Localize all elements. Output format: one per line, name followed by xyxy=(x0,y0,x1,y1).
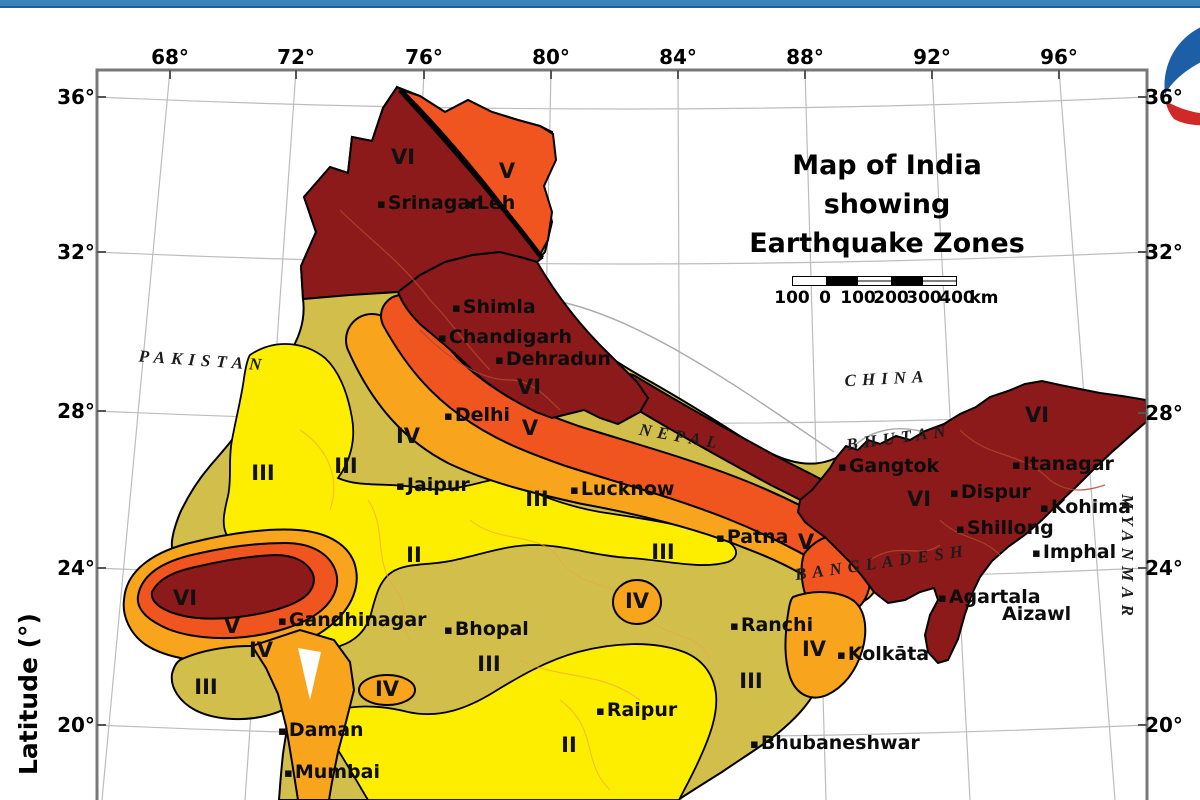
map-frame xyxy=(95,68,1149,800)
gulf-khambhat-inlet xyxy=(298,648,321,700)
himalaya-zone5-band xyxy=(382,296,884,586)
nepal-border-line xyxy=(551,299,835,453)
westcoast-zone4-band xyxy=(250,628,356,800)
latitude-axis-title: Latitude (°) xyxy=(14,613,43,775)
kutch-zone6-core xyxy=(150,553,315,620)
zone2-region-south xyxy=(317,643,718,800)
axis-ticks xyxy=(97,70,1147,726)
zone4-pocket-west xyxy=(358,674,416,706)
scale-bar-labels: 100 0 100 200 300 400 km xyxy=(774,286,1022,308)
map-title-line3: Earthquake Zones xyxy=(749,228,1025,259)
scale-label-0: 100 xyxy=(774,288,810,308)
northeast-zone6-region xyxy=(796,379,1147,665)
himachal-zone6-block xyxy=(396,250,650,426)
kashmir-ridge-boundary xyxy=(398,88,544,260)
bengal-zone4-wedge xyxy=(784,591,867,699)
scale-label-4: 300 xyxy=(906,288,942,308)
site-logo xyxy=(1153,14,1200,132)
scale-bar: 100 0 100 200 300 400 km xyxy=(774,276,1022,308)
map-title-line1: Map of India xyxy=(792,150,982,181)
scale-bar-segments xyxy=(792,276,957,286)
scale-label-5: 400 xyxy=(939,288,975,308)
map-title: Map of India showing Earthquake Zones xyxy=(742,146,1032,263)
scale-label-1: 0 xyxy=(819,288,831,308)
scale-label-3: 200 xyxy=(873,288,909,308)
map-title-line2: showing xyxy=(823,189,951,220)
top-accent-bar xyxy=(0,0,1200,8)
zone4-pocket-east xyxy=(612,579,662,625)
zone6-internal-borders xyxy=(339,209,1106,561)
state-boundary-lines xyxy=(299,429,711,791)
scale-label-2: 100 xyxy=(840,288,876,308)
scale-unit-label: km xyxy=(969,288,999,308)
